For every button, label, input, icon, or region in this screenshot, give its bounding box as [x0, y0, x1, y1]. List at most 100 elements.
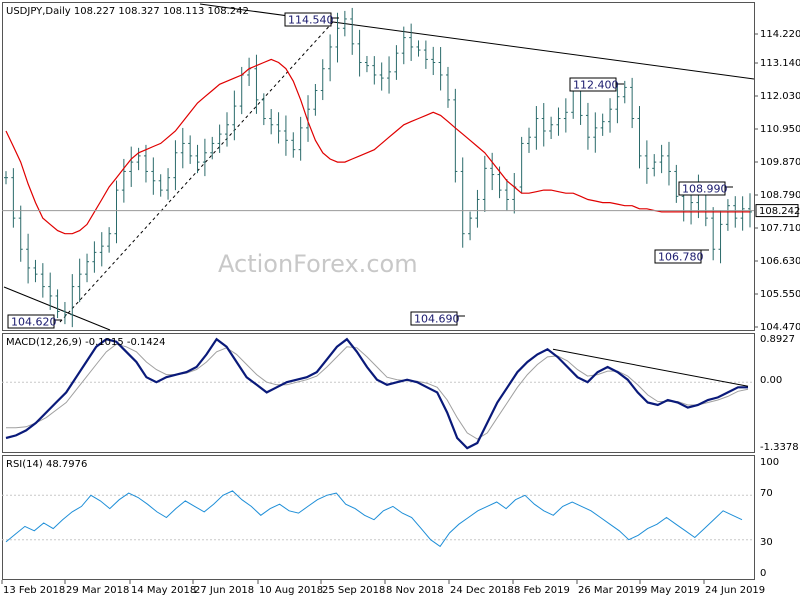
price-bar [556, 107, 561, 136]
price-bar [298, 116, 303, 161]
price-bar [217, 124, 222, 153]
price-bar [504, 179, 509, 211]
price-bar [534, 106, 539, 150]
price-bar [593, 112, 598, 153]
price-bar [70, 274, 75, 328]
price-bar [11, 168, 16, 228]
price-bar [55, 289, 60, 319]
annotation-label: 114.540 [288, 14, 334, 27]
price-bar [563, 98, 568, 133]
annotation-label: 108.990 [682, 183, 728, 196]
price-tick-label: 104.470 [760, 322, 800, 333]
price-bar [350, 7, 355, 55]
annotation-label: 106.780 [658, 251, 704, 264]
date-tick-label: 24 Jun 2019 [705, 585, 765, 596]
price-bar [276, 112, 281, 144]
date-tick-label: 29 Mar 2018 [66, 585, 129, 596]
date-tick-label: 8 Feb 2019 [514, 585, 570, 596]
price-bar [33, 259, 38, 283]
price-bar [608, 98, 613, 133]
moving-average-line [5, 58, 750, 235]
price-bar [725, 199, 730, 231]
price-tick-label: 113.140 [760, 58, 800, 69]
price-bar [659, 144, 664, 174]
price-bar [99, 232, 104, 267]
price-tick-label: 108.790 [760, 190, 800, 201]
price-bar [431, 46, 436, 76]
price-plot: 114.540 112.400 108.990 106.780 104.690 104.6… [2, 3, 755, 331]
price-bar [394, 45, 399, 80]
price-bar [291, 132, 296, 158]
price-bar [409, 23, 414, 61]
price-bar [40, 263, 45, 298]
price-tick-label: 105.550 [760, 289, 800, 300]
price-annotation: 104.620 [7, 314, 62, 329]
price-annotation: 108.990 [678, 181, 733, 196]
annotation-label: 112.400 [573, 79, 619, 92]
price-panel [2, 2, 755, 331]
annotation-box [284, 12, 332, 27]
price-bar [48, 272, 53, 310]
price-bar [136, 147, 141, 171]
date-tick-label: 9 May 2019 [641, 585, 700, 596]
price-header: USDJPY,Daily 108.227 108.327 108.113 108… [6, 6, 249, 17]
date-tick-label: 10 Aug 2018 [259, 585, 323, 596]
date-tick-label: 14 May 2018 [131, 585, 196, 596]
current-price-box [755, 204, 799, 218]
price-bar [313, 83, 318, 116]
price-bar [114, 180, 119, 244]
price-bar [549, 116, 554, 140]
price-bar [62, 301, 67, 325]
price-bar [342, 10, 347, 37]
price-bar [600, 113, 605, 136]
price-bar [151, 157, 156, 195]
price-bar [269, 109, 274, 135]
price-bar [180, 127, 185, 169]
price-bar [423, 40, 428, 69]
annotation-box [654, 249, 702, 264]
price-bar [335, 12, 340, 63]
price-bar [468, 211, 473, 241]
annotation-box [7, 314, 55, 329]
rsi-tick-label: 70 [760, 488, 773, 499]
current-price-label: 108.242 [759, 206, 800, 217]
price-bar [401, 26, 406, 65]
price-bar [173, 140, 178, 191]
annotation-box [569, 77, 617, 92]
price-annotation: 114.540 [284, 12, 339, 27]
price-bar [711, 207, 716, 261]
date-tick-label: 25 Sep 2018 [322, 585, 385, 596]
price-bar [77, 258, 82, 303]
macd-tick-label: 0.8927 [760, 334, 795, 345]
price-bar [107, 227, 112, 253]
rsi-tick-label: 100 [760, 457, 779, 468]
price-bar [4, 171, 8, 185]
macd-tick-label: -1.3378 [760, 442, 799, 453]
date-tick-label: 26 Mar 2019 [578, 585, 641, 596]
date-tick-label: 13 Feb 2018 [3, 585, 65, 596]
price-tick-label: 109.870 [760, 157, 800, 168]
price-bar [306, 95, 311, 142]
price-annotation: 106.780 [654, 249, 709, 264]
macd-plot [2, 337, 754, 450]
price-bar [320, 59, 325, 101]
rsi-line [5, 490, 743, 548]
macd-panel [2, 333, 755, 453]
price-bar [666, 141, 671, 186]
price-bar [18, 205, 23, 262]
price-bar [644, 140, 649, 184]
rsi-plot [2, 490, 754, 548]
price-bar [652, 154, 657, 177]
price-bar [26, 233, 31, 284]
price-bar [490, 152, 495, 191]
rsi-header: RSI(14) 48.7976 [6, 459, 87, 470]
macd-main-line [5, 337, 748, 450]
watermark: ActionForex.com [218, 250, 418, 278]
price-bar [416, 40, 421, 57]
price-bar [379, 62, 384, 91]
price-bar [85, 253, 90, 283]
price-bar [224, 112, 229, 147]
price-bar [482, 155, 487, 212]
rsi-panel [2, 455, 755, 580]
support-trendline [3, 286, 111, 331]
